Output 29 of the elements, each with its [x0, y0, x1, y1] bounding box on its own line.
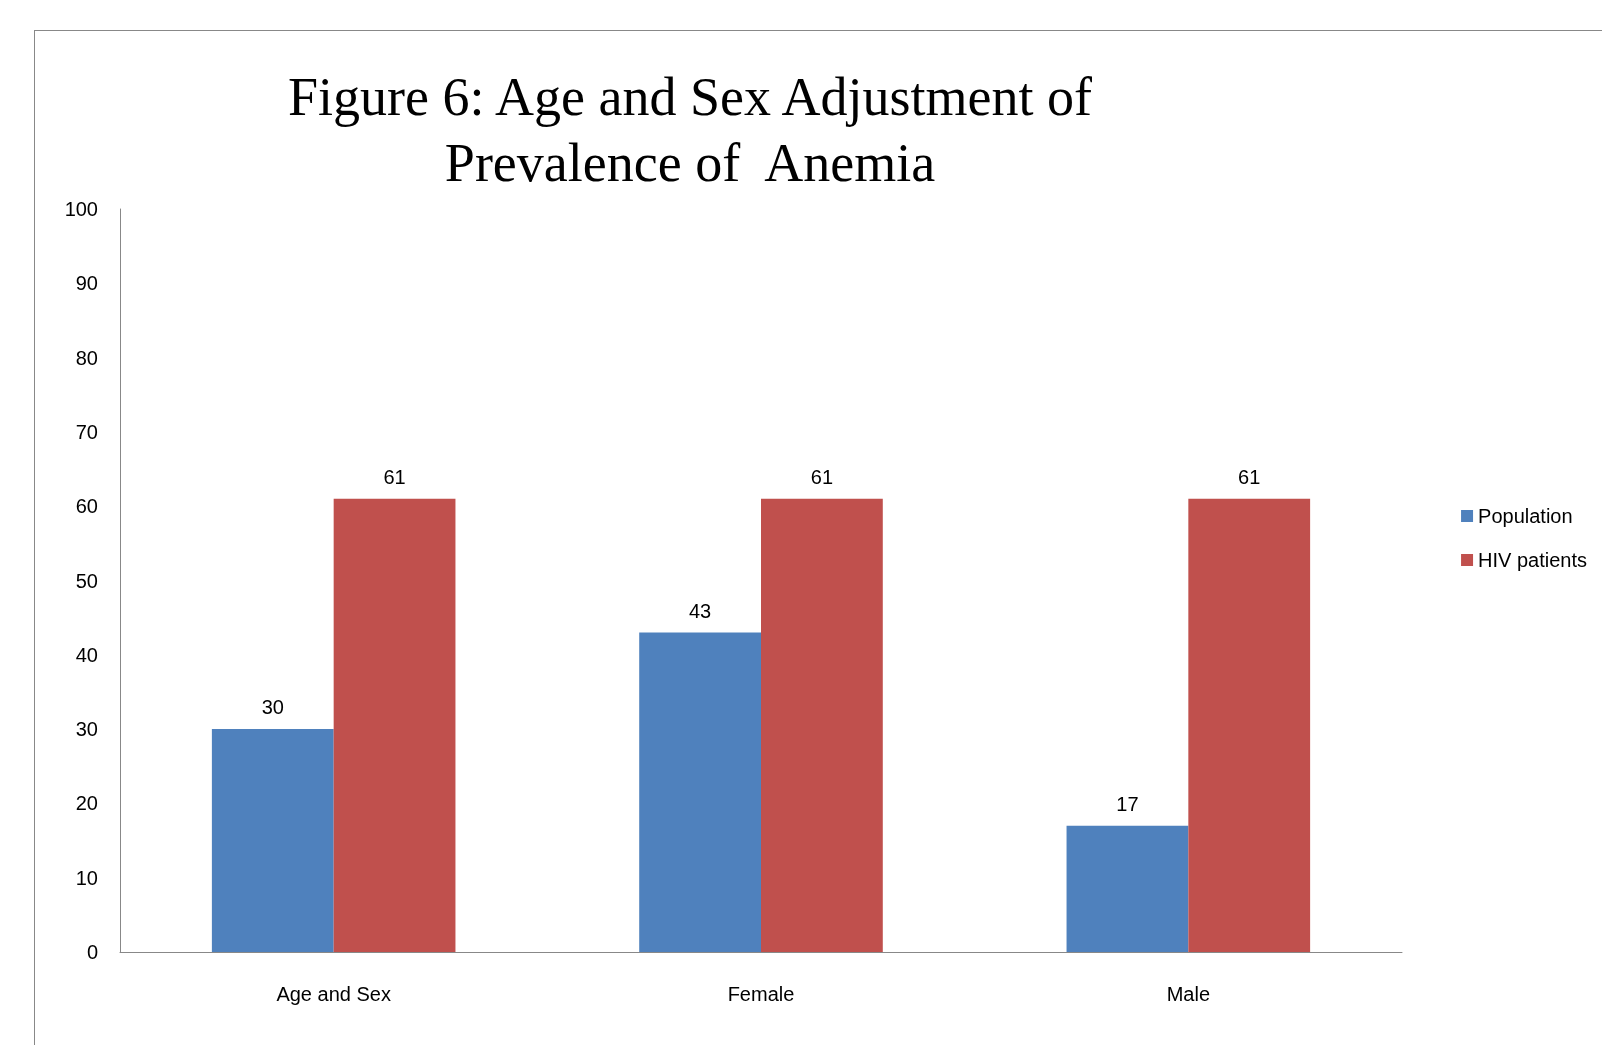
x-tick-label: Male [1166, 983, 1211, 1005]
bar [1066, 825, 1189, 952]
legend-label: HIV patients [1478, 549, 1588, 571]
y-tick-label: 90 [75, 272, 98, 295]
y-tick-label: 70 [75, 420, 98, 443]
x-tick-label: Female [727, 983, 795, 1005]
chart-title: Figure 6: Age and Sex Adjustment of Prevalence of Anemia [288, 67, 1092, 193]
y-tick-label: 20 [75, 792, 98, 815]
y-tick-label: 0 [86, 941, 98, 963]
bar [211, 729, 334, 952]
bar [333, 498, 456, 952]
data-label: 61 [383, 465, 406, 488]
y-tick-label: 80 [75, 346, 98, 369]
bar [761, 498, 883, 952]
data-label: 61 [1238, 465, 1261, 488]
x-tick-label: Age and Sex [276, 983, 391, 1005]
y-tick-label: 30 [75, 718, 98, 741]
y-tick-label: 100 [64, 198, 98, 220]
data-label: 30 [261, 696, 284, 719]
y-tick-label: 10 [75, 866, 98, 889]
legend-label: Population [1478, 505, 1573, 527]
y-tick-label: 40 [75, 643, 98, 666]
data-label: 61 [810, 465, 834, 488]
y-tick-label: 50 [75, 569, 98, 592]
bar [639, 632, 761, 952]
data-label: 43 [688, 599, 712, 622]
y-tick-label: 60 [75, 495, 98, 518]
data-label: 17 [1116, 792, 1139, 815]
bar [1188, 498, 1311, 952]
